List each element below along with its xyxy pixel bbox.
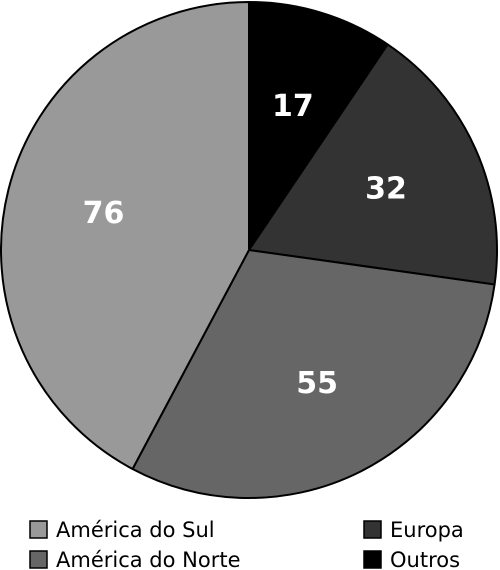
legend-swatch-outros: [363, 550, 382, 569]
legend-label-america-do-norte: América do Norte: [56, 548, 241, 570]
legend-label-america-do-sul: América do Sul: [56, 518, 215, 542]
legend-swatch-europa: [363, 520, 382, 539]
data-label-america-do-sul: 76: [83, 196, 125, 231]
pie-slice-outros: [248, 1, 389, 251]
pie-slice-europa: [248, 43, 498, 286]
legend: América do Sul América do Norte Europa Outr…: [29, 518, 464, 570]
data-label-outros: 17: [272, 89, 314, 124]
legend-label-europa: Europa: [390, 518, 464, 542]
legend-swatch-america-do-norte: [29, 550, 48, 569]
pie-data-labels: 17 32 55 76: [83, 89, 407, 401]
legend-swatch-america-do-sul: [29, 520, 48, 539]
legend-label-outros: Outros: [390, 548, 460, 570]
pie-slice-america-do-norte: [131, 249, 496, 499]
data-label-america-do-norte: 55: [296, 366, 338, 401]
pie-slice-america-do-sul: [0, 1, 250, 470]
data-label-europa: 32: [365, 172, 407, 207]
pie-slices: [0, 1, 498, 499]
